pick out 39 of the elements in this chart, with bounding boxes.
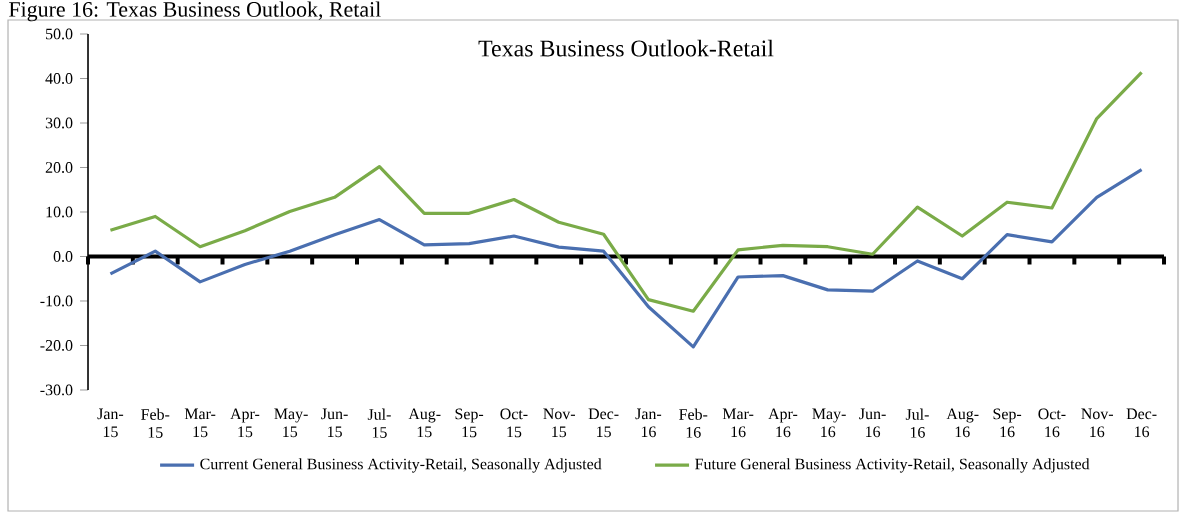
x-tick-label: Nov-15: [543, 408, 575, 438]
x-tick-label: Aug-16: [946, 408, 979, 438]
x-tick-label: Jan-15: [97, 408, 124, 438]
x-tick-label: Nov-16: [1081, 408, 1113, 438]
y-tick-label: 10.0: [46, 206, 73, 218]
y-tick-label: 30.0: [45, 117, 73, 129]
chart-title: Texas Business Outlook-Retail: [478, 39, 774, 57]
y-tick-label: 20.0: [45, 162, 73, 173]
y-tick-label: 50.0: [46, 28, 73, 40]
caption: Figure 16: Texas Business Outlook, Retail: [9, 1, 381, 22]
x-tick-label: May-16: [812, 408, 846, 438]
x-tick-label: Aug-15: [408, 408, 441, 438]
y-tick-label: -10.0: [40, 295, 73, 307]
y-tick-label: 40.0: [45, 73, 73, 84]
x-tick-label: May-15: [274, 408, 308, 438]
x-tick-label: Sep-16: [993, 408, 1022, 438]
x-tick-label: Oct-16: [1038, 408, 1066, 438]
y-tick-label: 0.0: [53, 251, 73, 262]
line-series: [108, 168, 1144, 349]
x-tick-label: Jan-16: [635, 408, 662, 438]
line-series: [108, 70, 1144, 313]
x-tick-label: Mar-15: [184, 408, 216, 438]
x-tick-label: Feb-16: [679, 408, 708, 438]
legend-label: Future General Business Activity-Retail, Seasonally Adjusted: [695, 458, 1090, 473]
x-tick-label: Oct-15: [500, 408, 528, 438]
x-tick-label: Apr-16: [768, 408, 798, 438]
x-tick-label: Jul-15: [367, 408, 391, 438]
x-tick-label: Mar-16: [722, 408, 754, 438]
x-tick-label: Sep-15: [455, 408, 484, 438]
x-tick-label: Feb-15: [141, 408, 170, 438]
x-tick-label: Dec-15: [588, 408, 619, 438]
y-tick-label: -20.0: [40, 340, 73, 351]
x-tick-label: Dec-16: [1126, 408, 1157, 438]
legend-label: Current General Business Activity-Retail, Seasonally Adjusted: [200, 458, 602, 473]
x-tick-label: Jun-15: [321, 408, 348, 438]
x-tick-label: Jun-16: [859, 408, 886, 438]
x-tick-label: Jul-16: [905, 408, 929, 438]
y-tick-label: -30.0: [40, 384, 73, 396]
x-tick-label: Apr-15: [230, 408, 260, 438]
